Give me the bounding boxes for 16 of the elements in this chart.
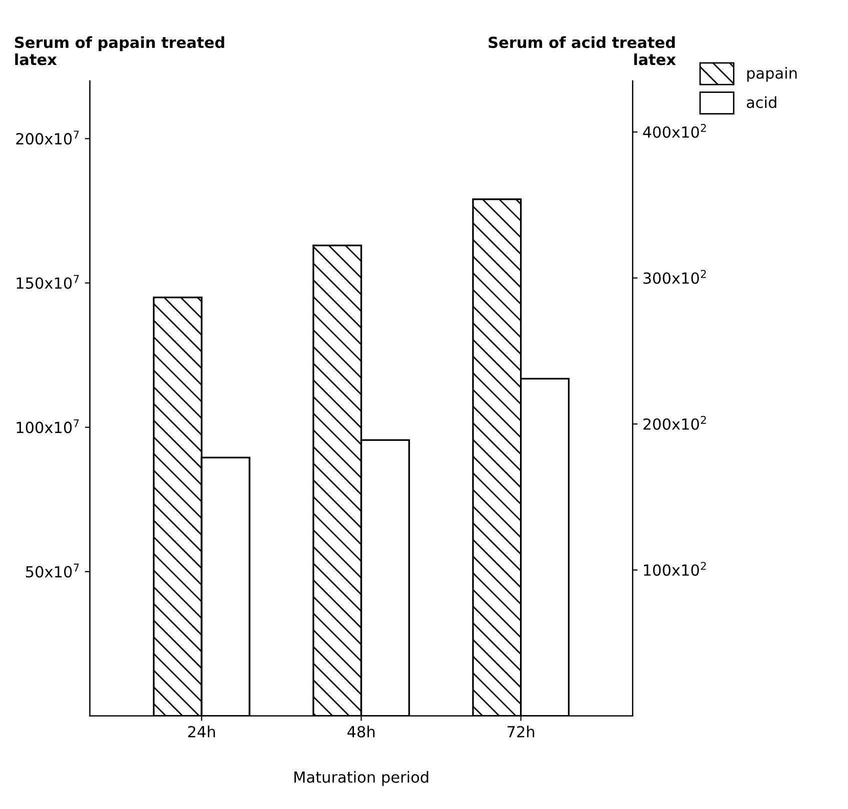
y2-axis-title: Serum of acid treated latex: [488, 36, 676, 66]
y2-tick-label: 400x10$^{2}$: [643, 124, 706, 138]
y-tick-label: 100x10$^{7}$: [16, 419, 79, 434]
x-axis-title: Maturation period: [294, 771, 428, 786]
x-tick-label: 48h: [347, 726, 375, 738]
y-axis-title: Serum of papain treated latex: [15, 36, 224, 66]
y-tick-label: 200x10$^{7}$: [16, 130, 79, 145]
y2-tick-label: 300x10$^{2}$: [643, 270, 706, 284]
y-tick-label: 150x10$^{7}$: [16, 275, 79, 289]
x-tick-label: 24h: [188, 726, 215, 738]
y2-tick-label: 100x10$^{2}$: [644, 562, 706, 576]
x-tick-label: 72h: [508, 726, 534, 738]
legend-label: acid: [746, 96, 776, 108]
y-tick-label: 50x10$^{7}$: [26, 564, 79, 578]
legend-label: papain: [747, 67, 797, 82]
y2-tick-label: 200x10$^{2}$: [643, 416, 706, 430]
